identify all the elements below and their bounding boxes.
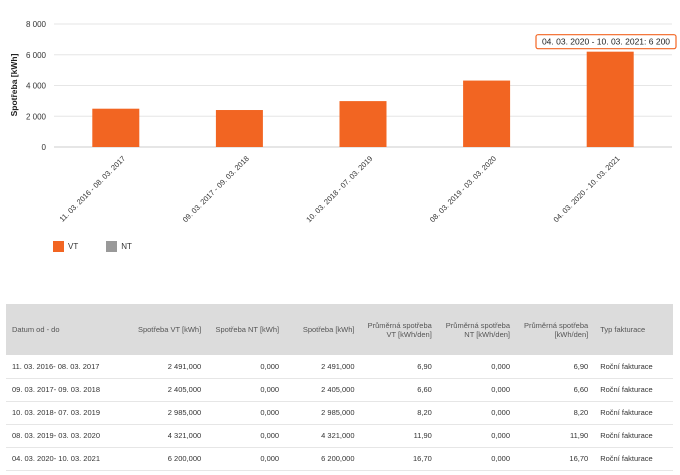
cell-avg-total: 8,20 bbox=[573, 408, 589, 417]
chart-tooltip: 04. 03. 2020 - 10. 03. 2021: 6 200 bbox=[535, 34, 677, 50]
cell-consumption-total: 2 985,000 bbox=[321, 408, 355, 417]
cell-avg-total: 11,90 bbox=[569, 431, 589, 440]
bar-vt[interactable] bbox=[586, 51, 634, 147]
cell-avg-vt: 8,20 bbox=[417, 408, 432, 417]
chart-grid bbox=[54, 23, 672, 148]
bar-vt[interactable] bbox=[92, 108, 140, 147]
cell-date-range: 09. 03. 2017- 09. 03. 2018 bbox=[12, 385, 100, 394]
cell-consumption-total: 4 321,000 bbox=[321, 431, 355, 440]
consumption-chart: 0 2 000 4 000 6 000 8 000 Spotřeba [kWh] 11.… bbox=[9, 20, 677, 224]
legend-swatch-vt bbox=[53, 241, 64, 252]
bar-vt[interactable] bbox=[215, 110, 263, 147]
table-row: 09. 03. 2017- 09. 03. 2018 2 405,000 0,0… bbox=[6, 378, 673, 401]
x-tick-label: 08. 03. 2019 - 03. 03. 2020 bbox=[428, 154, 498, 224]
x-tick-label: 09. 03. 2017 - 09. 03. 2018 bbox=[181, 154, 251, 224]
cell-avg-total: 16,70 bbox=[569, 454, 589, 463]
cell-avg-nt: 0,000 bbox=[491, 431, 510, 440]
cell-billing-type: Roční fakturace bbox=[600, 454, 653, 463]
cell-avg-nt: 0,000 bbox=[491, 361, 510, 371]
table-row: 08. 03. 2019- 03. 03. 2020 4 321,000 0,0… bbox=[6, 424, 673, 447]
cell-billing-type: Roční fakturace bbox=[600, 385, 653, 394]
chart-legend: VT NT bbox=[53, 241, 132, 252]
cell-consumption-total: 2 491,000 bbox=[321, 361, 355, 371]
cell-consumption-total: 6 200,000 bbox=[321, 454, 355, 463]
consumption-table: Datum od - do Spotřeba VT [kWh] Spotřeba… bbox=[6, 304, 673, 471]
legend-item-vt[interactable]: VT bbox=[53, 241, 78, 252]
header-consumption-total[interactable]: Spotřeba [kWh] bbox=[302, 325, 355, 334]
cell-consumption-nt: 0,000 bbox=[260, 361, 280, 371]
cell-date-range: 11. 03. 2016- 08. 03. 2017 bbox=[12, 361, 100, 371]
cell-consumption-vt: 2 985,000 bbox=[167, 408, 202, 417]
cell-avg-nt: 0,000 bbox=[491, 454, 510, 463]
cell-consumption-nt: 0,000 bbox=[260, 454, 280, 463]
legend-label-nt: NT bbox=[121, 242, 132, 251]
cell-date-range: 08. 03. 2019- 03. 03. 2020 bbox=[12, 431, 100, 440]
legend-label-vt: VT bbox=[68, 242, 79, 251]
header-consumption-nt[interactable]: Spotřeba NT [kWh] bbox=[215, 325, 280, 334]
y-tick-label: 2 000 bbox=[26, 112, 47, 121]
cell-billing-type: Roční fakturace bbox=[600, 361, 653, 371]
header-consumption-vt[interactable]: Spotřeba VT [kWh] bbox=[137, 325, 202, 334]
x-axis-ticks: 11. 03. 2016 - 08. 03. 2017 09. 03. 2017 … bbox=[58, 154, 622, 224]
cell-avg-vt: 11,90 bbox=[413, 431, 432, 440]
cell-avg-total: 6,90 bbox=[573, 361, 589, 371]
tooltip-text: 04. 03. 2020 - 10. 03. 2021: 6 200 bbox=[542, 37, 670, 47]
table-row: 11. 03. 2016- 08. 03. 2017 2 491,000 0,0… bbox=[6, 355, 673, 378]
cell-consumption-nt: 0,000 bbox=[260, 408, 280, 417]
cell-billing-type: Roční fakturace bbox=[600, 408, 653, 417]
cell-consumption-vt: 4 321,000 bbox=[167, 431, 202, 440]
cell-consumption-nt: 0,000 bbox=[260, 431, 280, 440]
y-axis-ticks: 0 2 000 4 000 6 000 8 000 bbox=[26, 20, 47, 152]
header-date-range[interactable]: Datum od - do bbox=[12, 325, 60, 334]
cell-consumption-total: 2 405,000 bbox=[321, 385, 355, 394]
cell-avg-total: 6,60 bbox=[573, 385, 589, 394]
x-tick-label: 04. 03. 2020 - 10. 03. 2021 bbox=[552, 154, 622, 224]
header-avg-vt[interactable]: Průměrná spotřeba VT [kWh/den] bbox=[367, 320, 432, 339]
cell-consumption-nt: 0,000 bbox=[260, 385, 280, 394]
x-tick-label: 11. 03. 2016 - 08. 03. 2017 bbox=[58, 154, 128, 224]
tooltip-box bbox=[535, 34, 677, 50]
table-row: 10. 03. 2018- 07. 03. 2019 2 985,000 0,0… bbox=[6, 401, 673, 424]
x-tick-label: 10. 03. 2018 - 07. 03. 2019 bbox=[304, 154, 374, 224]
bar-vt[interactable] bbox=[463, 80, 511, 147]
cell-date-range: 10. 03. 2018- 07. 03. 2019 bbox=[12, 408, 100, 417]
consumption-table-wrapper: Datum od - do Spotřeba VT [kWh] Spotřeba… bbox=[6, 304, 673, 471]
bar-vt[interactable] bbox=[339, 101, 387, 147]
y-tick-label: 0 bbox=[42, 143, 47, 152]
y-axis-label: Spotřeba [kWh] bbox=[9, 53, 19, 116]
legend-swatch-nt bbox=[106, 241, 118, 252]
cell-consumption-vt: 2 405,000 bbox=[167, 385, 202, 394]
cell-avg-vt: 16,70 bbox=[413, 454, 432, 463]
cell-avg-nt: 0,000 bbox=[491, 408, 510, 417]
cell-consumption-vt: 6 200,000 bbox=[167, 454, 202, 463]
cell-avg-vt: 6,60 bbox=[417, 385, 432, 394]
y-tick-label: 8 000 bbox=[26, 20, 47, 29]
table-header-row: Datum od - do Spotřeba VT [kWh] Spotřeba… bbox=[6, 304, 673, 355]
cell-billing-type: Roční fakturace bbox=[600, 431, 653, 440]
table-row: 04. 03. 2020- 10. 03. 2021 6 200,000 0,0… bbox=[6, 447, 673, 470]
cell-consumption-vt: 2 491,000 bbox=[167, 361, 202, 371]
y-tick-label: 4 000 bbox=[26, 82, 47, 91]
header-billing-type[interactable]: Typ fakturace bbox=[600, 325, 646, 334]
header-avg-nt[interactable]: Průměrná spotřeba NT [kWh/den] bbox=[445, 320, 510, 339]
cell-avg-nt: 0,000 bbox=[491, 385, 510, 394]
header-avg-total[interactable]: Průměrná spotřeba [kWh/den] bbox=[524, 320, 589, 339]
cell-avg-vt: 6,90 bbox=[417, 361, 432, 371]
cell-date-range: 04. 03. 2020- 10. 03. 2021 bbox=[12, 454, 100, 463]
y-tick-label: 6 000 bbox=[26, 51, 47, 60]
chart-bars bbox=[92, 51, 634, 147]
legend-item-nt[interactable]: NT bbox=[106, 241, 132, 252]
